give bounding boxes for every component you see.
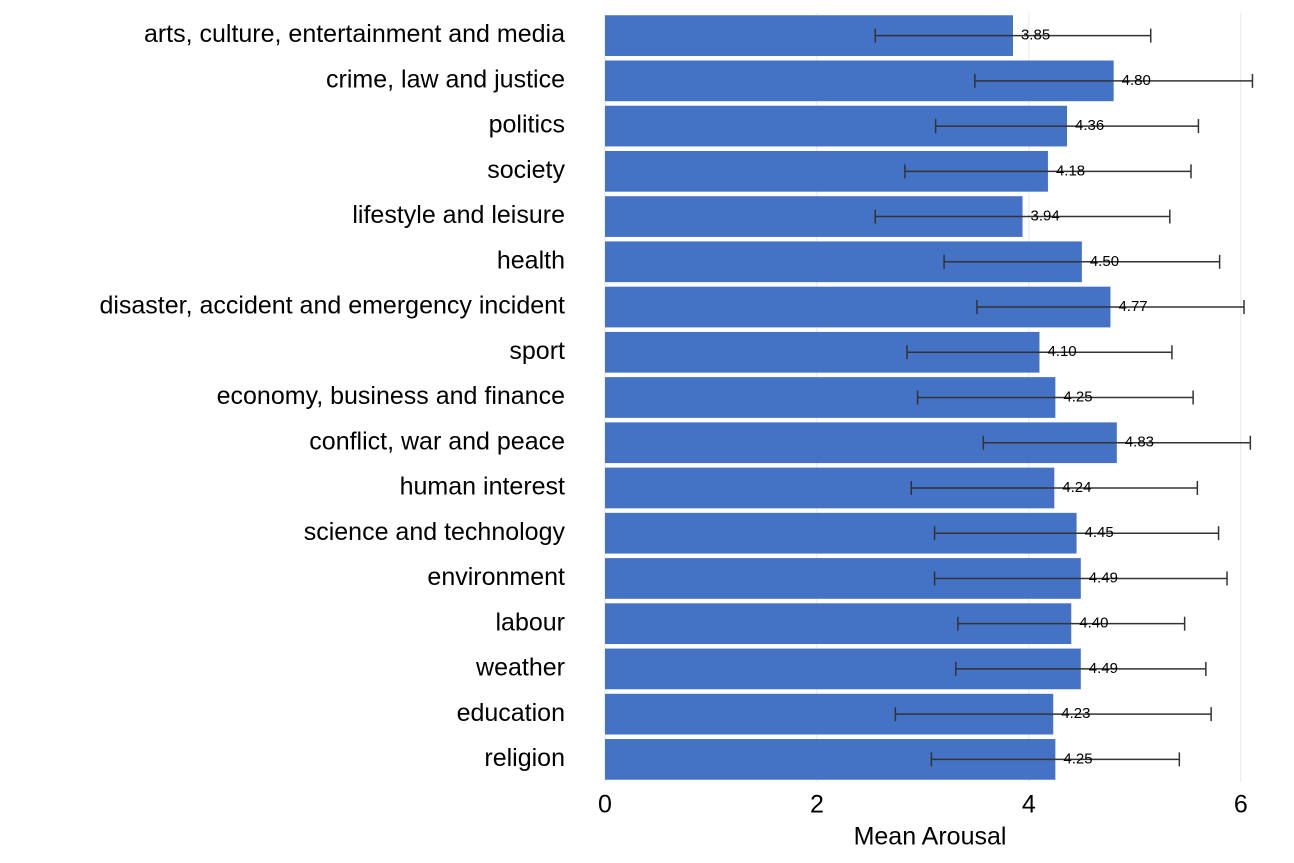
value-label: 4.10: [1047, 343, 1076, 360]
category-label: environment: [427, 563, 565, 591]
category-label: disaster, accident and emergency inciden…: [99, 292, 565, 320]
value-label: 4.49: [1089, 569, 1118, 586]
value-label: 4.49: [1089, 660, 1118, 677]
value-label: 3.94: [1031, 208, 1060, 225]
category-label: sport: [509, 337, 565, 365]
x-axis-title: Mean Arousal: [854, 823, 1007, 851]
category-label: crime, law and justice: [326, 65, 565, 93]
category-label: arts, culture, entertainment and media: [144, 20, 565, 48]
value-label: 4.24: [1062, 479, 1091, 496]
error-bar: [906, 345, 1173, 360]
error-bar: [957, 616, 1186, 631]
error-bar: [930, 752, 1181, 767]
error-bar: [974, 73, 1254, 88]
value-label: 4.50: [1090, 253, 1119, 270]
value-label: 4.23: [1061, 705, 1090, 722]
value-label: 4.45: [1085, 524, 1114, 541]
category-label: weather: [475, 654, 565, 682]
error-bar: [933, 526, 1220, 541]
error-bar: [943, 254, 1221, 269]
x-tick-label: 0: [598, 791, 612, 819]
error-bar: [874, 28, 1152, 43]
value-label: 4.36: [1075, 117, 1104, 134]
category-label: lifestyle and leisure: [352, 201, 565, 229]
value-label: 4.18: [1056, 162, 1085, 179]
x-tick-label: 6: [1234, 791, 1248, 819]
x-tick-label: 2: [810, 791, 824, 819]
category-label: society: [487, 156, 565, 184]
category-label: human interest: [400, 473, 565, 501]
error-bar: [933, 571, 1228, 586]
value-label: 3.85: [1021, 27, 1050, 44]
category-label: conflict, war and peace: [309, 427, 565, 455]
category-label: education: [457, 699, 565, 727]
error-bar: [910, 480, 1199, 495]
error-bar: [955, 661, 1207, 676]
category-label: science and technology: [304, 518, 566, 546]
category-label: labour: [496, 608, 566, 636]
category-label: health: [497, 246, 565, 274]
error-bar: [934, 119, 1200, 134]
error-bar: [894, 707, 1212, 722]
error-bar: [874, 209, 1171, 224]
value-label: 4.83: [1125, 434, 1154, 451]
value-label: 4.80: [1122, 72, 1151, 89]
value-label: 4.40: [1079, 615, 1108, 632]
category-label: economy, business and finance: [217, 382, 565, 410]
error-bar: [916, 390, 1194, 405]
category-label: religion: [484, 744, 565, 772]
category-label: politics: [489, 111, 565, 139]
value-label: 4.25: [1063, 750, 1092, 767]
x-tick-label: 4: [1022, 791, 1036, 819]
error-bar: [982, 435, 1252, 450]
error-bar: [904, 164, 1192, 179]
error-bar: [976, 300, 1245, 315]
value-label: 4.77: [1118, 298, 1147, 315]
value-label: 4.25: [1063, 388, 1092, 405]
